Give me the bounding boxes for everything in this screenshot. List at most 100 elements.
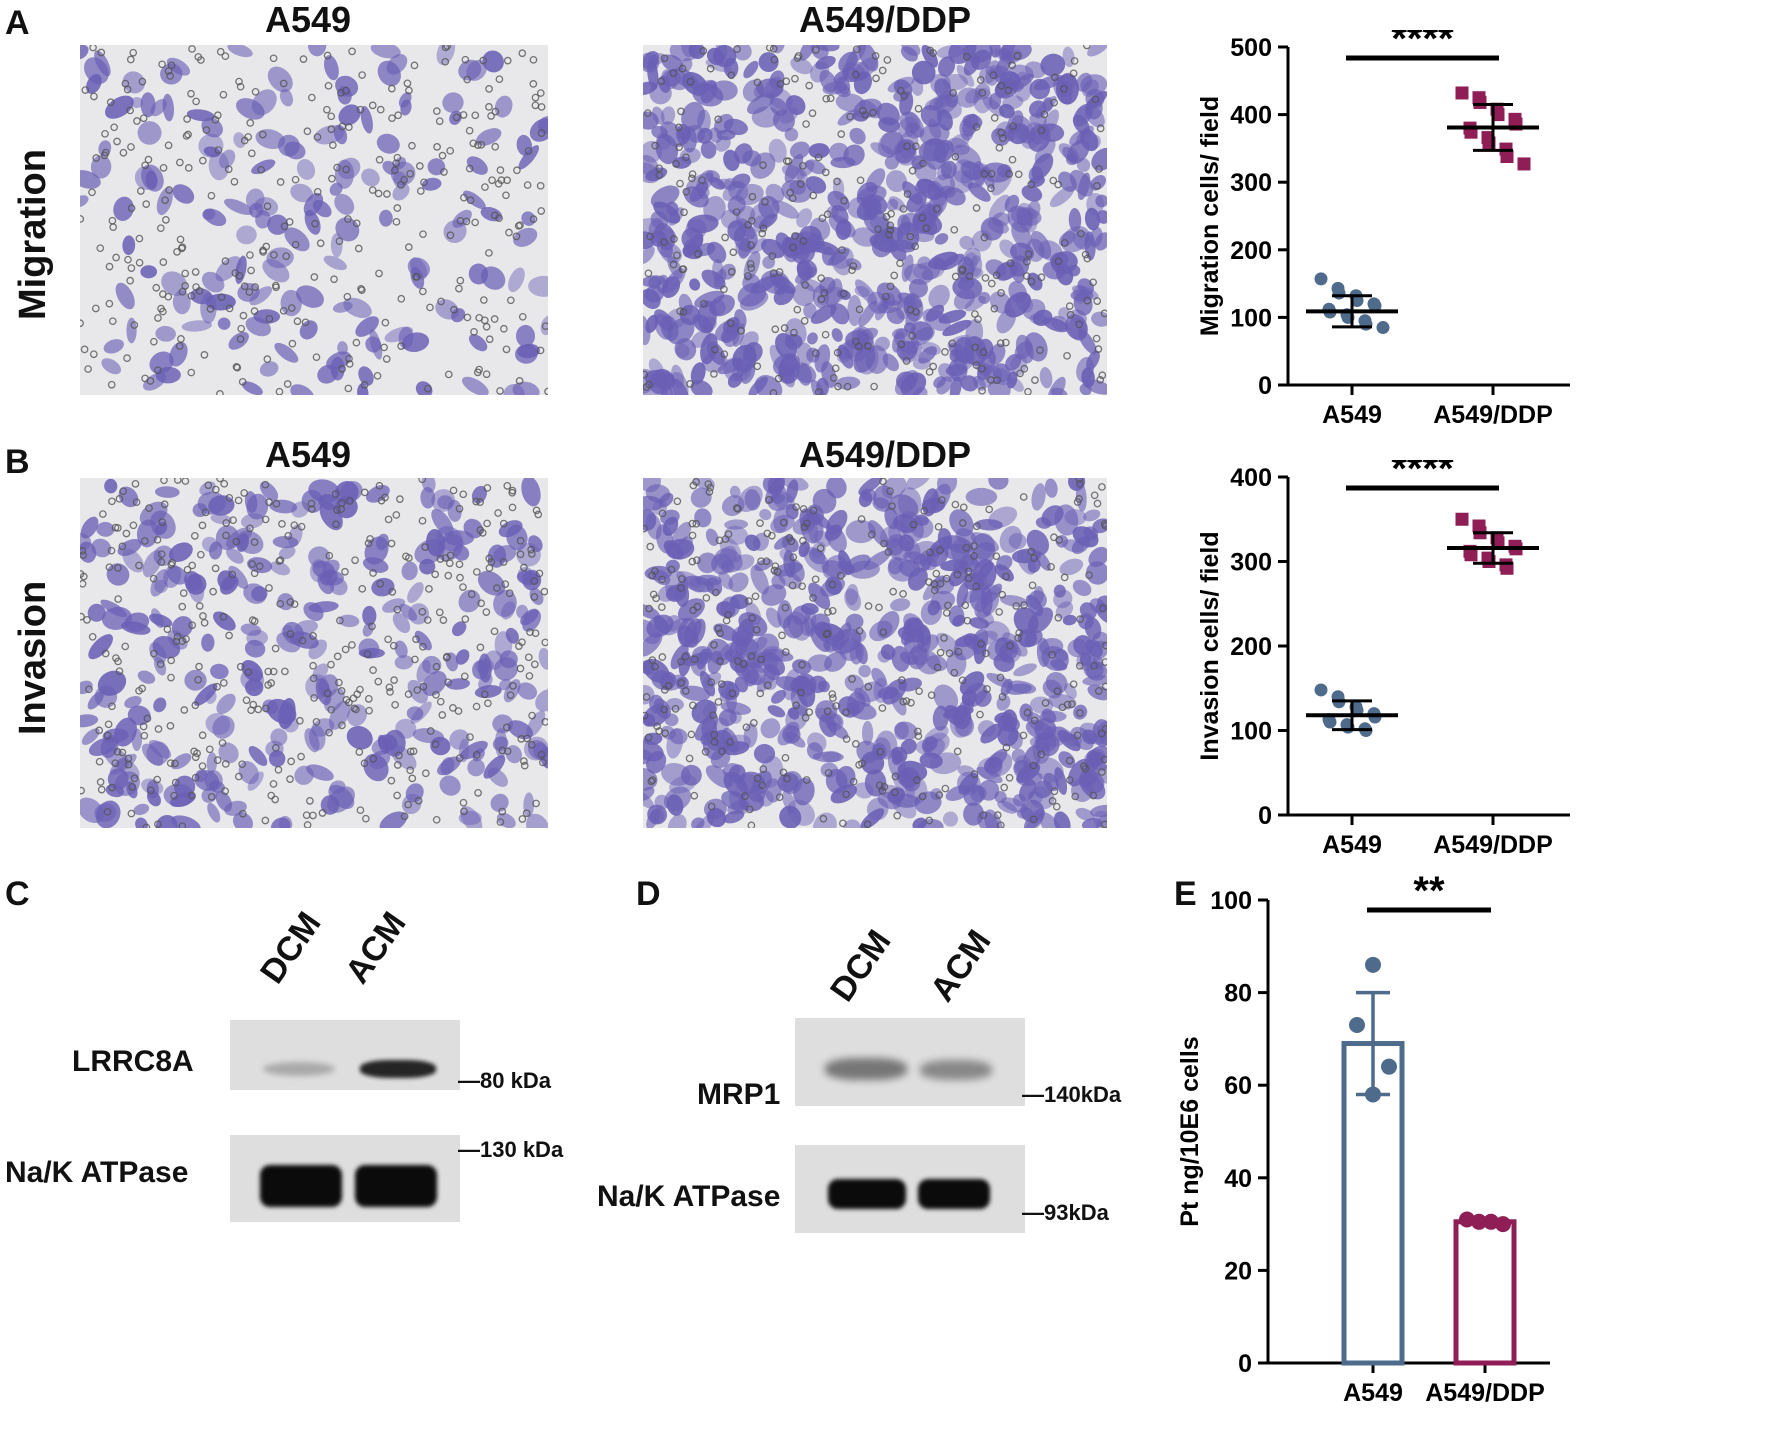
membrane-pore — [88, 632, 97, 641]
stained-cell — [113, 196, 134, 222]
membrane-pore — [118, 748, 127, 757]
membrane-pore — [838, 246, 846, 254]
stained-cell — [249, 286, 273, 306]
stained-cell — [929, 752, 962, 775]
stained-cell — [172, 290, 191, 315]
membrane-pore — [714, 624, 723, 633]
membrane-pore — [158, 518, 167, 526]
chart-b-y-tick-label: 400 — [1230, 464, 1272, 492]
stained-cell — [732, 626, 752, 648]
membrane-pore — [404, 243, 413, 251]
membrane-pore — [863, 342, 872, 350]
membrane-pore — [688, 531, 697, 540]
stained-cell — [1081, 729, 1098, 745]
membrane-pore — [356, 806, 365, 815]
membrane-pore — [242, 696, 251, 705]
lane-label-c-acm: ACM — [338, 905, 414, 991]
membrane-pore — [1037, 750, 1046, 759]
stained-cell — [705, 528, 719, 546]
membrane-pore — [762, 557, 771, 566]
membrane-pore — [925, 368, 934, 376]
membrane-pore — [800, 317, 809, 325]
membrane-pore — [251, 283, 260, 291]
membrane-pore — [328, 174, 336, 183]
stained-cell — [658, 492, 674, 508]
membrane-pore — [336, 616, 344, 625]
stained-cell — [130, 97, 144, 109]
stained-cell — [80, 45, 89, 60]
membrane-pore — [648, 656, 657, 664]
membrane-pore — [309, 674, 318, 683]
membrane-pore — [749, 719, 758, 727]
membrane-pore — [188, 561, 197, 570]
membrane-pore — [436, 697, 445, 706]
membrane-pore — [472, 497, 480, 506]
membrane-pore — [225, 304, 234, 313]
membrane-pore — [801, 713, 810, 722]
membrane-pore — [884, 547, 893, 556]
membrane-pore — [883, 56, 892, 64]
membrane-pore — [157, 550, 166, 559]
membrane-pore — [472, 702, 481, 711]
membrane-pore — [710, 738, 719, 746]
stained-cell — [988, 194, 1010, 221]
membrane-pore — [404, 690, 413, 699]
stained-cell — [808, 582, 831, 610]
stained-cell — [936, 109, 953, 131]
stained-cell — [1062, 614, 1077, 626]
membrane-pore — [265, 584, 273, 592]
membrane-pore — [246, 251, 254, 259]
membrane-pore — [179, 589, 188, 598]
membrane-pore — [364, 694, 373, 703]
chart-b-y-tick-label: 300 — [1230, 549, 1272, 577]
membrane-pore — [765, 495, 773, 504]
membrane-pore — [1009, 122, 1017, 131]
membrane-pore — [502, 191, 510, 200]
stained-cell — [1083, 509, 1101, 522]
membrane-pore — [792, 503, 800, 511]
chart-a-point-a549 — [1314, 272, 1328, 286]
membrane-pore — [958, 676, 967, 685]
membrane-pore — [819, 814, 828, 823]
membrane-pore — [97, 785, 106, 794]
stained-cell — [888, 556, 904, 575]
membrane-pore — [110, 123, 119, 132]
stained-cell — [871, 667, 887, 688]
membrane-pore — [979, 348, 988, 357]
membrane-pore — [338, 365, 346, 373]
membrane-pore — [101, 649, 110, 658]
stained-cell — [977, 757, 1003, 780]
stained-cell — [198, 133, 224, 158]
membrane-pore — [526, 628, 534, 637]
stained-cell — [259, 481, 279, 501]
membrane-pore — [1014, 170, 1023, 179]
stained-cell — [988, 478, 1009, 490]
stained-cell — [334, 193, 355, 215]
chart-e-point-a549 — [1365, 1086, 1381, 1103]
membrane-pore — [391, 700, 399, 709]
membrane-pore — [443, 45, 452, 50]
stained-cell — [1068, 208, 1082, 232]
membrane-pore — [200, 351, 209, 359]
membrane-pore — [312, 717, 321, 726]
chart-b-x-tick-label: A549/DDP — [1433, 831, 1553, 859]
membrane-pore — [658, 653, 667, 661]
stained-cell — [515, 324, 536, 348]
membrane-pore — [925, 548, 934, 557]
membrane-pore — [460, 672, 469, 681]
stained-cell — [917, 256, 931, 270]
membrane-pore — [831, 364, 840, 373]
stained-cell — [378, 734, 398, 751]
stained-cell — [671, 378, 690, 395]
stained-cell — [472, 660, 489, 680]
membrane-pore — [309, 661, 317, 670]
membrane-pore — [476, 498, 484, 506]
membrane-pore — [781, 648, 790, 656]
membrane-pore — [875, 781, 884, 790]
membrane-pore — [680, 208, 688, 217]
stained-cell — [1031, 153, 1054, 180]
stained-cell — [228, 331, 249, 350]
stained-cell — [318, 494, 340, 511]
